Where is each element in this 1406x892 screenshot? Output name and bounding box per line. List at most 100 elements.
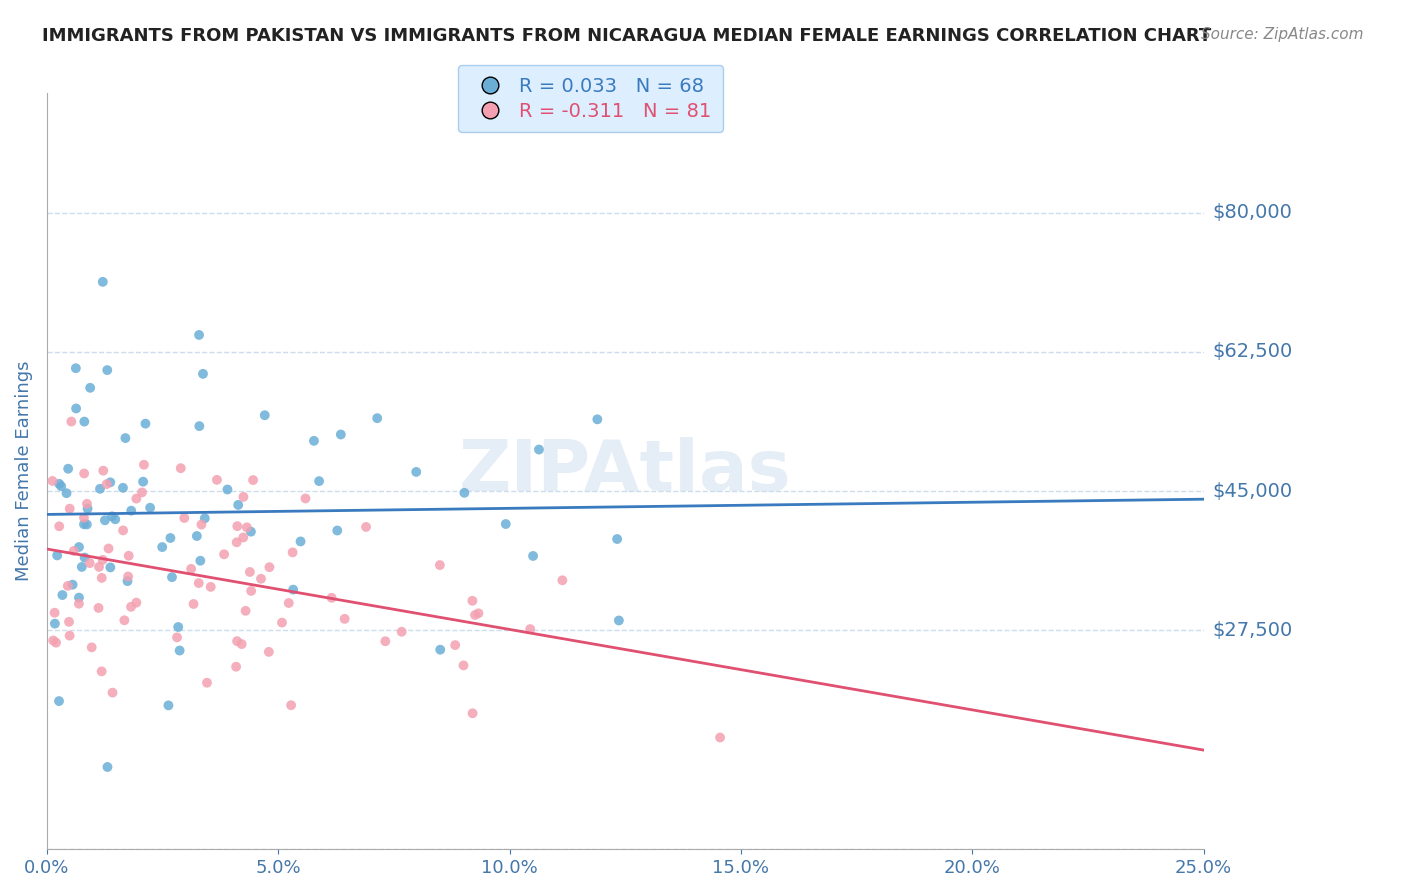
Point [190, 517, 212, 532]
Point [444, 638, 467, 652]
Point [73, 415, 96, 429]
Point [56, 461, 79, 475]
Point [46, 549, 69, 563]
Point [91, 553, 114, 567]
Point [76, 501, 98, 516]
Point [73, 510, 96, 524]
Point [67, 597, 90, 611]
Text: $80,000: $80,000 [1213, 203, 1292, 222]
Point [58, 615, 80, 629]
Point [586, 412, 609, 426]
Text: ZIPAtlas: ZIPAtlas [458, 437, 792, 506]
Point [91, 275, 114, 289]
Legend: R = 0.033   N = 68, R = -0.311   N = 81: R = 0.033 N = 68, R = -0.311 N = 81 [458, 65, 723, 132]
Point [354, 520, 377, 534]
Point [96, 477, 118, 491]
Text: $62,500: $62,500 [1213, 343, 1294, 361]
Point [519, 622, 541, 636]
Point [461, 594, 484, 608]
Point [231, 637, 253, 651]
Point [62, 577, 84, 591]
Point [67, 591, 90, 605]
Point [139, 500, 162, 515]
Point [59, 629, 82, 643]
Point [60, 415, 83, 429]
Point [281, 545, 304, 559]
Point [333, 612, 356, 626]
Point [120, 504, 142, 518]
Point [76, 517, 98, 532]
Text: $45,000: $45,000 [1213, 482, 1294, 500]
Point [111, 481, 134, 495]
Point [56, 579, 79, 593]
Point [79, 381, 101, 395]
Point [374, 634, 396, 648]
Point [226, 498, 249, 512]
Point [150, 540, 173, 554]
Point [180, 562, 202, 576]
Point [96, 363, 118, 377]
Point [607, 614, 630, 628]
Point [606, 532, 628, 546]
Point [239, 524, 262, 539]
Point [166, 631, 188, 645]
Point [709, 731, 731, 745]
Point [134, 417, 156, 431]
Point [160, 570, 183, 584]
Point [429, 642, 451, 657]
Point [51, 588, 73, 602]
Point [188, 419, 211, 434]
Point [96, 760, 118, 774]
Point [104, 512, 127, 526]
Point [87, 560, 110, 574]
Point [157, 698, 180, 713]
Point [120, 599, 142, 614]
Point [170, 461, 193, 475]
Point [522, 549, 544, 563]
Point [308, 474, 330, 488]
Point [101, 509, 124, 524]
Point [302, 434, 325, 448]
Point [259, 560, 281, 574]
Point [235, 604, 257, 618]
Point [48, 694, 70, 708]
Point [405, 465, 427, 479]
Point [125, 491, 148, 506]
Point [225, 535, 247, 549]
Text: IMMIGRANTS FROM PAKISTAN VS IMMIGRANTS FROM NICARAGUA MEDIAN FEMALE EARNINGS COR: IMMIGRANTS FROM PAKISTAN VS IMMIGRANTS F… [42, 27, 1212, 45]
Point [236, 520, 259, 534]
Point [173, 511, 195, 525]
Point [239, 565, 262, 579]
Point [188, 328, 211, 343]
Text: Source: ZipAtlas.com: Source: ZipAtlas.com [1201, 27, 1364, 42]
Point [67, 540, 90, 554]
Point [117, 569, 139, 583]
Point [101, 685, 124, 699]
Point [76, 497, 98, 511]
Point [80, 640, 103, 655]
Point [200, 580, 222, 594]
Point [159, 531, 181, 545]
Point [167, 620, 190, 634]
Point [169, 643, 191, 657]
Point [73, 467, 96, 481]
Point [188, 554, 211, 568]
Point [194, 511, 217, 525]
Point [98, 560, 121, 574]
Point [242, 473, 264, 487]
Point [277, 596, 299, 610]
Point [132, 458, 155, 472]
Point [453, 658, 475, 673]
Point [212, 547, 235, 561]
Point [89, 482, 111, 496]
Point [321, 591, 343, 605]
Point [73, 517, 96, 532]
Point [294, 491, 316, 506]
Point [42, 633, 65, 648]
Point [183, 597, 205, 611]
Point [97, 541, 120, 556]
Point [290, 534, 312, 549]
Point [191, 367, 214, 381]
Point [495, 516, 517, 531]
Point [44, 616, 66, 631]
